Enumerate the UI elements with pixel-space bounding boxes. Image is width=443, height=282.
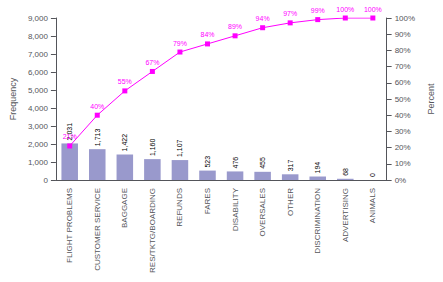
svg-text:8,000: 8,000 [28, 32, 49, 41]
svg-text:CUSTOMER SERVICE: CUSTOMER SERVICE [93, 188, 102, 271]
svg-text:50%: 50% [395, 95, 411, 104]
svg-text:99%: 99% [311, 7, 325, 14]
svg-text:1,107: 1,107 [176, 139, 183, 157]
svg-text:7,000: 7,000 [28, 50, 49, 59]
svg-text:5,000: 5,000 [28, 86, 49, 95]
svg-text:68: 68 [342, 168, 349, 176]
svg-text:RES/TKTG/BOARDING: RES/TKTG/BOARDING [148, 188, 157, 273]
svg-text:OTHER: OTHER [286, 188, 295, 216]
svg-text:79%: 79% [173, 40, 187, 47]
svg-text:20%: 20% [395, 143, 411, 152]
svg-text:BAGGAGE: BAGGAGE [120, 188, 129, 228]
svg-text:1,000: 1,000 [28, 158, 49, 167]
svg-text:55%: 55% [118, 78, 132, 85]
svg-text:0: 0 [369, 173, 376, 177]
svg-text:DISCRIMINATION: DISCRIMINATION [313, 188, 322, 254]
svg-text:2,031: 2,031 [66, 122, 74, 141]
svg-text:9,000: 9,000 [28, 14, 49, 23]
svg-text:317: 317 [287, 160, 294, 172]
svg-text:21%: 21% [63, 133, 77, 140]
svg-text:476: 476 [232, 157, 239, 169]
svg-text:1,422: 1,422 [121, 134, 128, 152]
svg-text:0%: 0% [395, 176, 407, 185]
svg-text:OVERSALES: OVERSALES [258, 188, 267, 236]
svg-text:DISABILITY: DISABILITY [231, 187, 240, 231]
svg-text:90%: 90% [395, 30, 411, 39]
svg-text:2,000: 2,000 [28, 140, 49, 149]
svg-text:REFUNDS: REFUNDS [175, 188, 184, 227]
svg-text:Frequency: Frequency [8, 77, 18, 120]
svg-text:3,000: 3,000 [28, 122, 49, 131]
svg-text:ANIMALS: ANIMALS [368, 188, 377, 223]
svg-text:0: 0 [43, 176, 48, 185]
svg-text:89%: 89% [228, 23, 242, 30]
svg-text:523: 523 [204, 156, 211, 168]
svg-text:40%: 40% [90, 103, 104, 110]
svg-text:1,160: 1,160 [149, 138, 156, 156]
svg-text:ADVERTISING: ADVERTISING [341, 188, 350, 242]
svg-text:FARES: FARES [203, 188, 212, 214]
svg-text:84%: 84% [200, 31, 214, 38]
svg-text:80%: 80% [395, 46, 411, 55]
svg-text:10%: 10% [395, 159, 411, 168]
svg-text:60%: 60% [395, 78, 411, 87]
svg-text:4,000: 4,000 [28, 104, 49, 113]
svg-text:100%: 100% [364, 6, 382, 13]
svg-text:67%: 67% [145, 59, 159, 66]
svg-text:40%: 40% [395, 111, 411, 120]
svg-text:194: 194 [314, 162, 321, 174]
svg-text:30%: 30% [395, 127, 411, 136]
svg-text:1,713: 1,713 [94, 129, 101, 147]
svg-text:455: 455 [259, 157, 266, 169]
svg-text:97%: 97% [283, 10, 297, 17]
svg-text:100%: 100% [336, 6, 354, 13]
svg-text:6,000: 6,000 [28, 68, 49, 77]
svg-text:Percent: Percent [426, 83, 436, 115]
svg-text:70%: 70% [395, 62, 411, 71]
svg-text:94%: 94% [256, 15, 270, 22]
svg-text:100%: 100% [395, 14, 415, 23]
svg-text:FLIGHT PROBLEMS: FLIGHT PROBLEMS [65, 188, 74, 263]
